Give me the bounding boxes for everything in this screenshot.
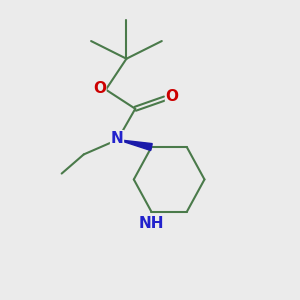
Text: N: N — [111, 131, 123, 146]
Polygon shape — [118, 140, 152, 151]
Text: O: O — [93, 81, 106, 96]
Text: O: O — [166, 89, 178, 104]
Text: NH: NH — [139, 215, 164, 230]
